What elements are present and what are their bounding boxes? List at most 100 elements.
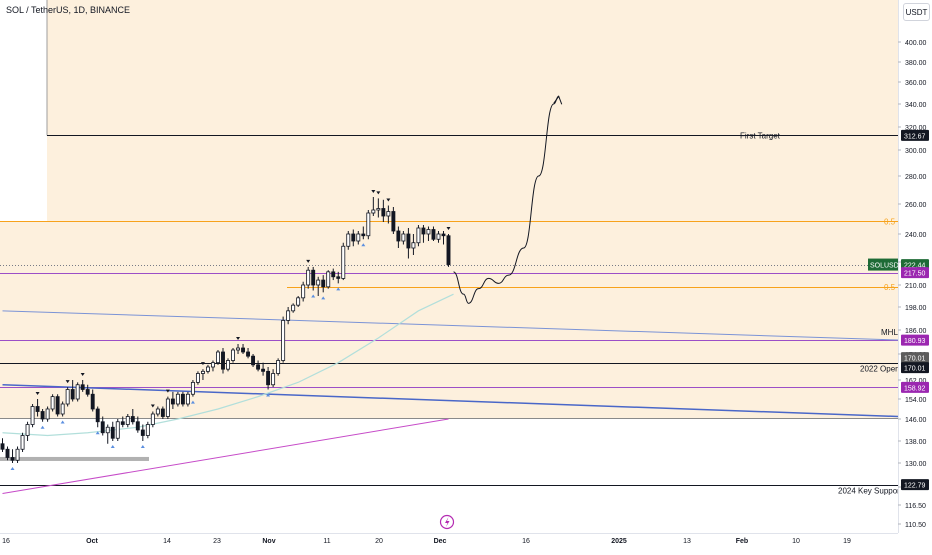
annotation-first-target: First Target: [740, 131, 781, 140]
time-axis-label: 11: [323, 538, 330, 545]
candle-body: [286, 310, 291, 321]
pivot-low-marker: [321, 296, 326, 300]
annotation-mhl: MHL: [881, 328, 898, 337]
price-label-bg: [901, 362, 929, 374]
symbol-label-bg: [868, 258, 898, 271]
projection-path: [453, 95, 559, 304]
candle-body: [236, 347, 240, 351]
moving-average-line: [2, 293, 454, 437]
candle-body: [341, 245, 346, 279]
price-label-bg: [901, 129, 929, 141]
price-axis-label: 198.00: [905, 305, 927, 312]
candle-body: [351, 233, 356, 242]
candle-body: [105, 426, 110, 434]
candle-body: [60, 403, 65, 415]
candle-body: [115, 421, 120, 439]
candle-body: [311, 269, 316, 286]
pivot-low-marker: [361, 243, 366, 247]
price-axis-label: 116.50: [905, 503, 926, 510]
candle-body: [266, 370, 271, 386]
pivot-high-marker: [200, 362, 205, 366]
candle-body: [231, 349, 235, 361]
trendline-1: [2, 384, 899, 418]
annotation-key-support: 2024 Key Support: [838, 487, 903, 496]
pivot-low-marker: [60, 420, 65, 424]
candle-body: [0, 443, 5, 450]
candle-body: [160, 408, 165, 417]
candle-body: [100, 421, 105, 434]
candle-body: [90, 393, 95, 410]
price-label: 312.67: [904, 133, 926, 140]
candle-body: [25, 424, 30, 436]
pivot-high-marker: [80, 373, 85, 376]
price-axis-label: 162.00: [905, 378, 927, 385]
candle-body: [200, 370, 205, 374]
currency-button[interactable]: USDT: [903, 3, 930, 21]
candle-body: [276, 360, 281, 374]
candle-body: [155, 408, 160, 415]
tradingview-logo-icon: [439, 514, 455, 530]
candle-body: [381, 208, 386, 217]
time-axis-label: Nov: [262, 538, 275, 545]
pivot-low-marker: [10, 467, 15, 470]
time-axis-label: Feb: [736, 538, 748, 545]
time-axis-label: 14: [163, 538, 171, 545]
candle-body: [361, 233, 366, 237]
candle-body: [65, 389, 70, 405]
candle-body: [306, 269, 311, 286]
candle-body: [336, 276, 341, 279]
candle-body: [296, 297, 301, 306]
price-label: 170.01: [904, 356, 926, 363]
pivot-low-marker: [190, 400, 195, 404]
time-axis-label: Dec: [434, 538, 447, 545]
time-axis-label: 10: [792, 538, 800, 545]
candle-body: [396, 230, 401, 242]
candle-body: [85, 389, 90, 395]
candle-body: [256, 364, 261, 370]
price-axis-label: 400.00: [905, 40, 927, 47]
logo-bolt: [445, 517, 450, 527]
candle-body: [125, 416, 130, 425]
pivot-high-marker: [150, 404, 155, 408]
pivot-high-marker: [306, 259, 311, 263]
logo-circle: [439, 514, 455, 530]
candle-body: [211, 362, 215, 368]
price-axis-label: 130.00: [905, 461, 927, 468]
trendline-2: [2, 418, 449, 495]
candle-body: [80, 384, 85, 390]
pivot-high-marker: [386, 198, 391, 202]
time-axis-label: 20: [375, 538, 383, 545]
price-axis-label: 360.00: [905, 80, 927, 87]
candle-body: [120, 421, 125, 425]
candle-body: [185, 393, 190, 405]
candle-body: [431, 229, 436, 240]
annotation-fib-upper: 0.5: [884, 217, 896, 226]
price-label: 170.01: [904, 366, 926, 373]
candle-body: [150, 413, 155, 425]
price-axis-label: 280.00: [905, 174, 927, 181]
highlight-zone-left: [0, 221, 47, 419]
price-label: 217.50: [904, 271, 926, 278]
projection-arrowhead: [553, 95, 563, 105]
candle-body: [110, 426, 115, 439]
price-label-bg: [901, 381, 929, 393]
candle-body: [35, 406, 40, 412]
price-label: 122.79: [904, 483, 926, 490]
candle-body: [70, 389, 75, 400]
price-label-bg: [901, 334, 929, 346]
price-axis-label: 186.00: [905, 328, 927, 335]
candle-body: [206, 366, 210, 372]
price-label: 158.92: [904, 385, 926, 392]
candle-body: [401, 233, 406, 242]
candle-body: [15, 448, 20, 461]
pivot-high-marker: [371, 190, 376, 193]
price-label-bg: [901, 267, 929, 279]
pivot-low-marker: [140, 445, 145, 448]
candle-body: [346, 233, 351, 247]
pivot-high-marker: [35, 392, 40, 395]
candle-body: [281, 320, 286, 361]
candle-body: [216, 351, 220, 364]
price-axis-label: 138.00: [905, 439, 927, 446]
